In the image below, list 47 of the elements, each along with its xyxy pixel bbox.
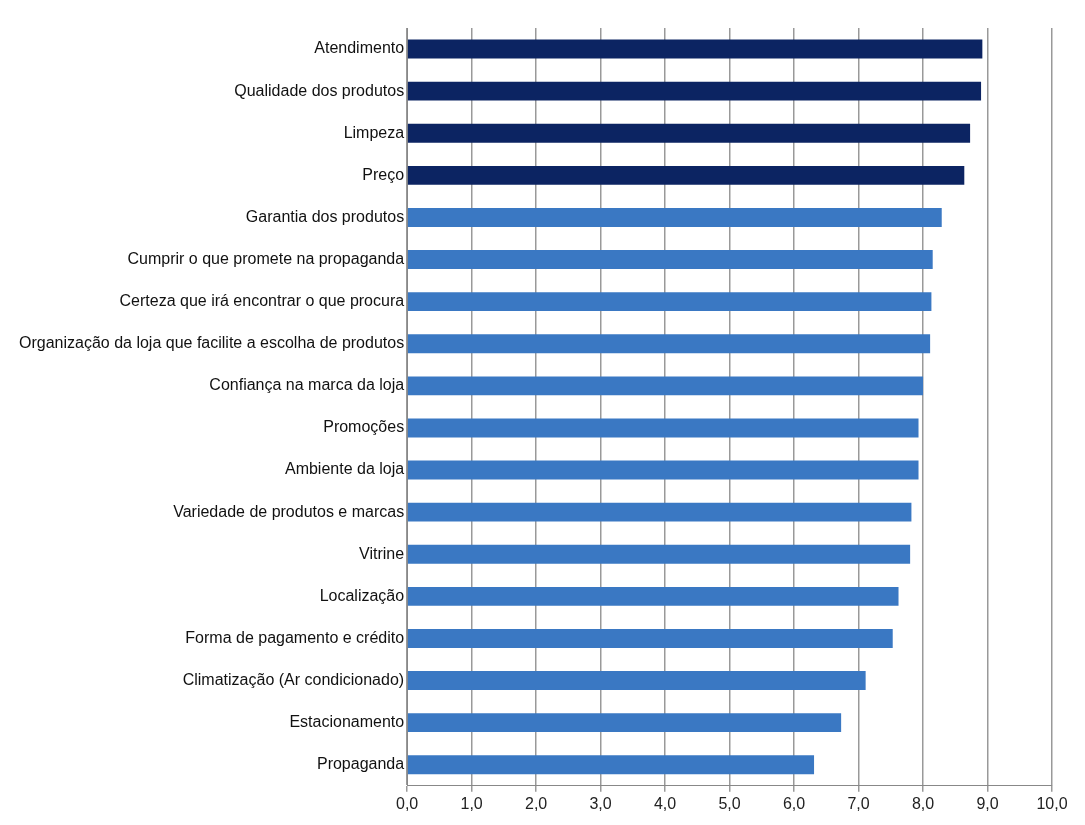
y-tick-label: Variedade de produtos e marcas bbox=[173, 502, 405, 520]
y-tick-label: Certeza que irá encontrar o que procura bbox=[119, 292, 405, 310]
y-tick-label: Propaganda bbox=[316, 755, 405, 773]
y-tick-label: Limpeza bbox=[343, 123, 405, 141]
bar bbox=[407, 586, 899, 606]
y-tick-label: Organização da loja que facilite a escolha de produtos bbox=[19, 334, 405, 352]
y-tick-label: Qualidade dos produtos bbox=[234, 81, 405, 99]
y-tick-label: Garantia dos produtos bbox=[245, 207, 405, 225]
bar bbox=[407, 628, 893, 648]
bar bbox=[407, 123, 971, 143]
y-tick-label: Climatização (Ar condicionado) bbox=[182, 670, 405, 688]
bar bbox=[407, 502, 912, 522]
y-tick-label: Forma de pagamento e crédito bbox=[185, 628, 405, 646]
bar bbox=[407, 671, 866, 691]
y-tick-label: Localização bbox=[319, 586, 405, 604]
bar bbox=[407, 376, 924, 396]
x-tick-label: 10,0 bbox=[1036, 794, 1068, 812]
x-tick-label: 5,0 bbox=[718, 794, 741, 812]
x-tick-label: 6,0 bbox=[782, 794, 806, 812]
bar bbox=[407, 755, 815, 775]
bar bbox=[407, 544, 911, 564]
y-tick-label: Promoções bbox=[323, 418, 405, 436]
bar bbox=[407, 418, 919, 438]
y-tick-label: Atendimento bbox=[314, 39, 405, 57]
bar bbox=[407, 713, 842, 733]
x-tick-label: 0,0 bbox=[396, 794, 419, 812]
y-tick-label: Vitrine bbox=[359, 544, 405, 562]
bar bbox=[407, 39, 983, 59]
x-tick-label: 7,0 bbox=[847, 794, 870, 812]
y-tick-label: Estacionamento bbox=[289, 713, 405, 731]
bar bbox=[407, 207, 942, 227]
bar bbox=[407, 250, 933, 270]
x-tick-label: 4,0 bbox=[653, 794, 677, 812]
bar bbox=[407, 292, 932, 312]
x-tick-label: 2,0 bbox=[524, 794, 548, 812]
x-tick-label: 1,0 bbox=[460, 794, 483, 812]
bar bbox=[407, 81, 982, 101]
y-tick-label: Ambiente da loja bbox=[284, 460, 405, 478]
bar bbox=[407, 165, 965, 185]
x-tick-label: 3,0 bbox=[589, 794, 612, 812]
x-tick-label: 9,0 bbox=[976, 794, 999, 812]
bar bbox=[407, 334, 931, 354]
y-tick-label: Preço bbox=[362, 165, 405, 183]
bar bbox=[407, 460, 919, 480]
y-tick-label: Confiança na marca da loja bbox=[209, 376, 405, 394]
x-tick-label: 8,0 bbox=[911, 794, 935, 812]
y-tick-label: Cumprir o que promete na propaganda bbox=[127, 249, 405, 267]
